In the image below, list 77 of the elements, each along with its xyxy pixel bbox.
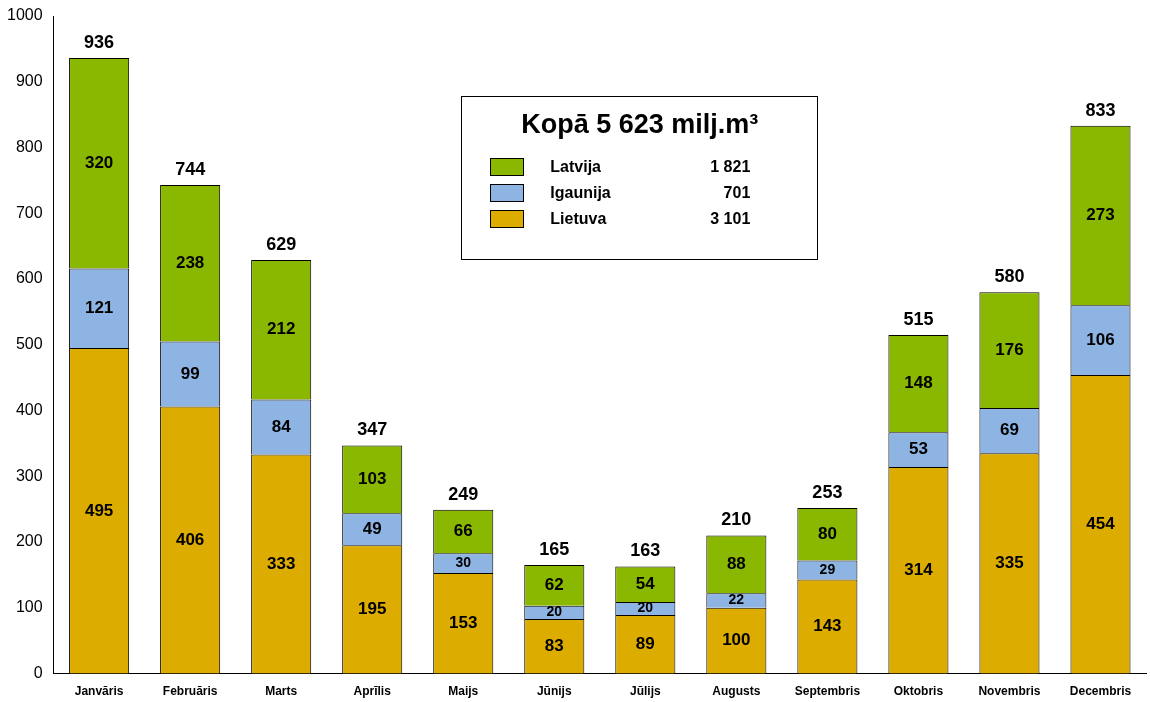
y-tick-label: 500 xyxy=(15,335,43,353)
y-tick-label: 300 xyxy=(15,466,43,484)
total-label: 249 xyxy=(448,483,479,504)
data-label: 273 xyxy=(1086,205,1115,225)
y-tick-label: 200 xyxy=(15,532,43,550)
data-label: 238 xyxy=(175,252,205,272)
x-tick-label: Septembris xyxy=(794,684,861,699)
total-label: 210 xyxy=(721,509,752,530)
x-tick-label: Janvāris xyxy=(74,684,124,699)
data-label: 454 xyxy=(1086,514,1116,534)
data-label: 89 xyxy=(635,634,655,654)
data-label: 212 xyxy=(266,319,296,339)
data-label: 333 xyxy=(266,553,296,573)
legend-title: Kopā 5 623 milj.m³ xyxy=(520,109,760,140)
x-tick-label: Februāris xyxy=(162,684,218,699)
data-label: 49 xyxy=(362,518,382,538)
data-label: 84 xyxy=(271,416,292,436)
annotation: 701 xyxy=(722,184,751,202)
x-tick-label: Oktobris xyxy=(893,684,944,699)
data-label: 62 xyxy=(544,575,564,595)
x-tick-label: Jūnijs xyxy=(536,684,572,699)
data-label: 153 xyxy=(449,612,478,632)
y-tick-label: 1000 xyxy=(7,6,43,24)
total-label: 253 xyxy=(812,481,843,502)
legend-label: Latvija xyxy=(550,158,602,176)
annotation: 3 101 xyxy=(709,210,751,228)
x-tick-label: Jūlijs xyxy=(629,684,661,699)
total-label: 833 xyxy=(1085,99,1116,120)
legend-label: Igaunija xyxy=(550,184,612,202)
data-label: 22 xyxy=(728,591,745,608)
data-label: 176 xyxy=(995,339,1024,359)
y-tick-label: 0 xyxy=(33,664,43,682)
x-tick-label: Aprīlis xyxy=(353,684,392,699)
data-label: 335 xyxy=(995,553,1024,573)
data-label: 314 xyxy=(904,560,934,580)
data-label: 103 xyxy=(358,468,387,488)
data-label: 54 xyxy=(635,573,656,593)
y-tick-label: 800 xyxy=(15,137,43,155)
data-label: 66 xyxy=(453,521,473,541)
total-label: 629 xyxy=(266,233,297,254)
y-tick-label: 600 xyxy=(15,269,43,287)
data-label: 106 xyxy=(1086,329,1115,349)
data-label: 88 xyxy=(726,554,746,574)
total-label: 163 xyxy=(630,540,661,561)
data-label: 80 xyxy=(817,523,837,543)
total-label: 936 xyxy=(84,32,115,53)
annotation: 1 821 xyxy=(709,158,751,176)
x-tick-label: Decembris xyxy=(1069,684,1132,699)
data-label: 99 xyxy=(180,363,200,383)
legend-label: Lietuva xyxy=(550,210,608,228)
x-tick-label: Maijs xyxy=(448,684,479,699)
data-label: 143 xyxy=(813,616,842,636)
total-label: 165 xyxy=(539,539,570,560)
data-label: 121 xyxy=(84,297,114,317)
x-tick-label: Augusts xyxy=(712,684,761,699)
x-tick-label: Novembris xyxy=(978,684,1041,699)
data-label: 53 xyxy=(908,439,928,459)
y-tick-label: 900 xyxy=(15,72,43,90)
data-label: 83 xyxy=(544,636,564,655)
total-label: 515 xyxy=(903,308,934,329)
data-label: 406 xyxy=(175,529,205,549)
data-label: 495 xyxy=(84,500,114,520)
data-label: 30 xyxy=(455,553,472,570)
total-label: 744 xyxy=(175,158,206,179)
total-label: 347 xyxy=(357,419,388,440)
data-label: 148 xyxy=(904,373,933,393)
data-label: 29 xyxy=(819,560,836,577)
y-tick-label: 400 xyxy=(15,400,43,418)
data-label: 320 xyxy=(84,152,114,172)
x-tick-label: Marts xyxy=(265,684,298,699)
y-tick-label: 700 xyxy=(15,203,43,221)
data-label: 69 xyxy=(999,420,1019,440)
data-label: 100 xyxy=(722,630,751,650)
total-label: 580 xyxy=(994,266,1025,287)
y-tick-label: 100 xyxy=(15,598,43,616)
data-label: 195 xyxy=(358,599,387,619)
data-label: 20 xyxy=(546,603,563,620)
